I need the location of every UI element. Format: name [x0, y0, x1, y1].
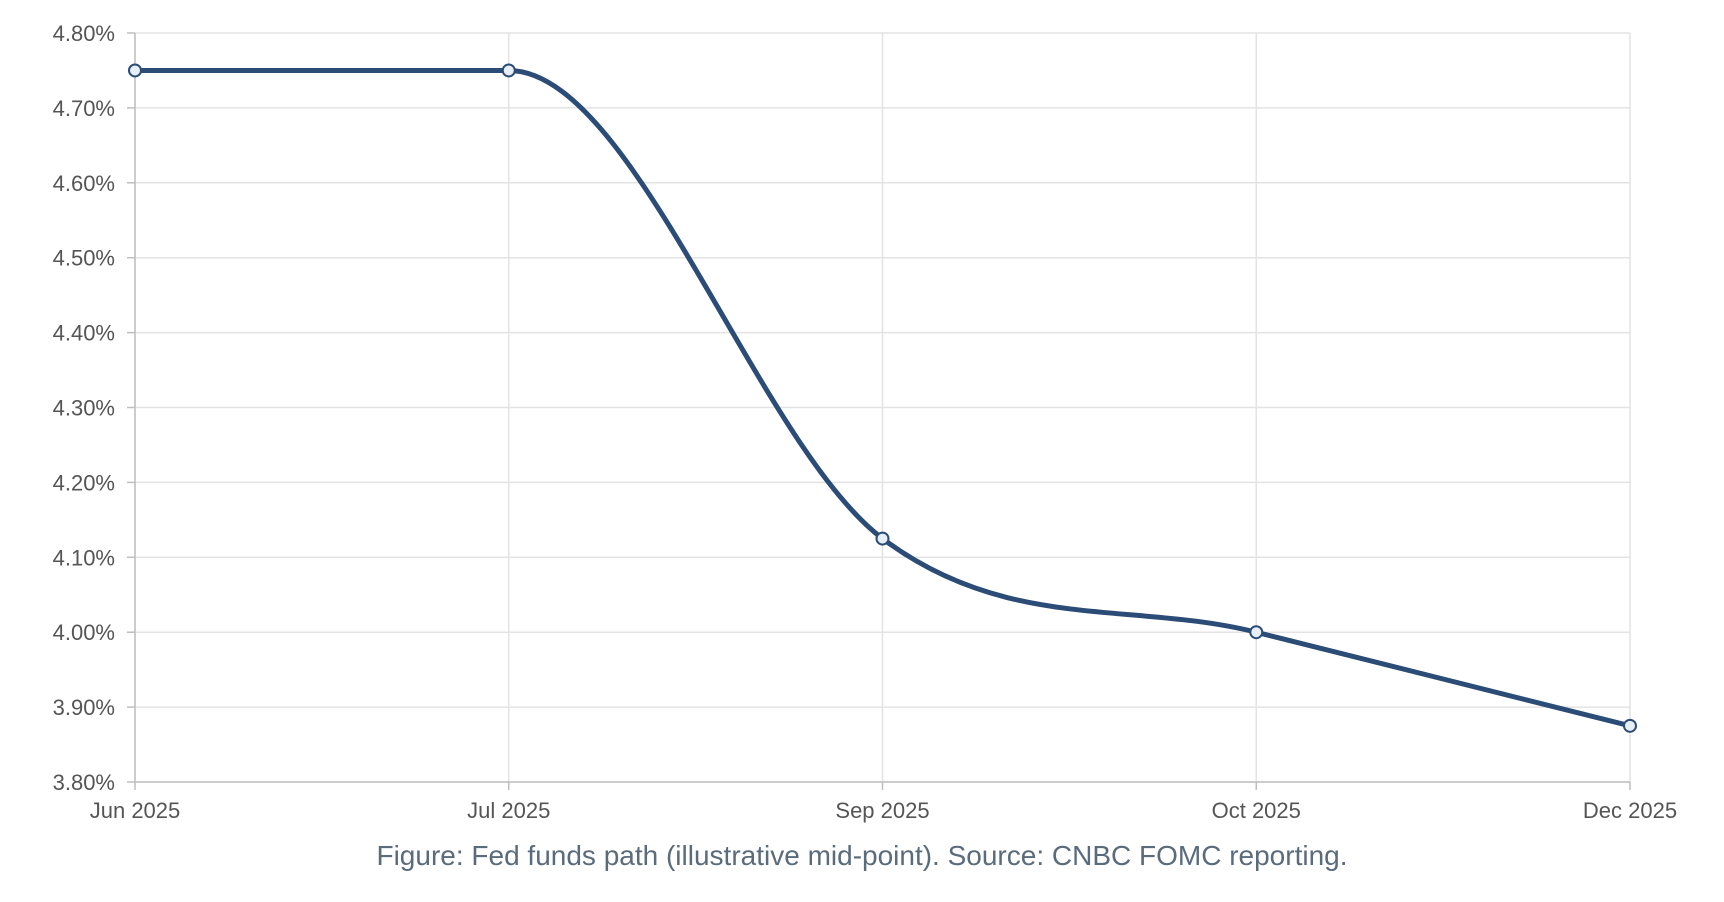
y-tick-label: 3.90%	[53, 695, 115, 720]
y-tick-label: 4.60%	[53, 171, 115, 196]
y-tick-label: 4.20%	[53, 470, 115, 495]
x-tick-label: Jun 2025	[90, 798, 181, 823]
x-axis-ticks: Jun 2025 Jul 2025 Sep 2025 Oct 2025 Dec 2025	[90, 782, 1677, 823]
x-tick-label: Dec 2025	[1583, 798, 1677, 823]
y-tick-label: 3.80%	[53, 770, 115, 795]
y-tick-label: 4.30%	[53, 396, 115, 421]
figure-caption: Figure: Fed funds path (illustrative mid…	[376, 840, 1348, 871]
data-point	[501, 63, 516, 78]
line-chart: 3.80% 3.90% 4.00% 4.10% 4.20% 4.30% 4.40% 4.50%…	[53, 21, 1677, 823]
y-tick-label: 4.80%	[53, 21, 115, 46]
x-tick-label: Oct 2025	[1212, 798, 1301, 823]
x-tick-label: Sep 2025	[835, 798, 929, 823]
data-point	[128, 63, 142, 78]
y-tick-label: 4.70%	[53, 96, 115, 121]
y-tick-label: 4.10%	[53, 545, 115, 570]
y-tick-label: 4.40%	[53, 321, 115, 346]
y-axis-ticks: 3.80% 3.90% 4.00% 4.10% 4.20% 4.30% 4.40% 4.50%…	[53, 21, 135, 795]
data-point	[1623, 718, 1637, 733]
series-line	[132, 67, 1633, 729]
data-point	[1249, 625, 1264, 640]
series-group	[128, 63, 1637, 733]
y-tick-label: 4.00%	[53, 620, 115, 645]
y-tick-label: 4.50%	[53, 246, 115, 271]
data-point	[875, 531, 890, 546]
x-tick-label: Jul 2025	[467, 798, 550, 823]
